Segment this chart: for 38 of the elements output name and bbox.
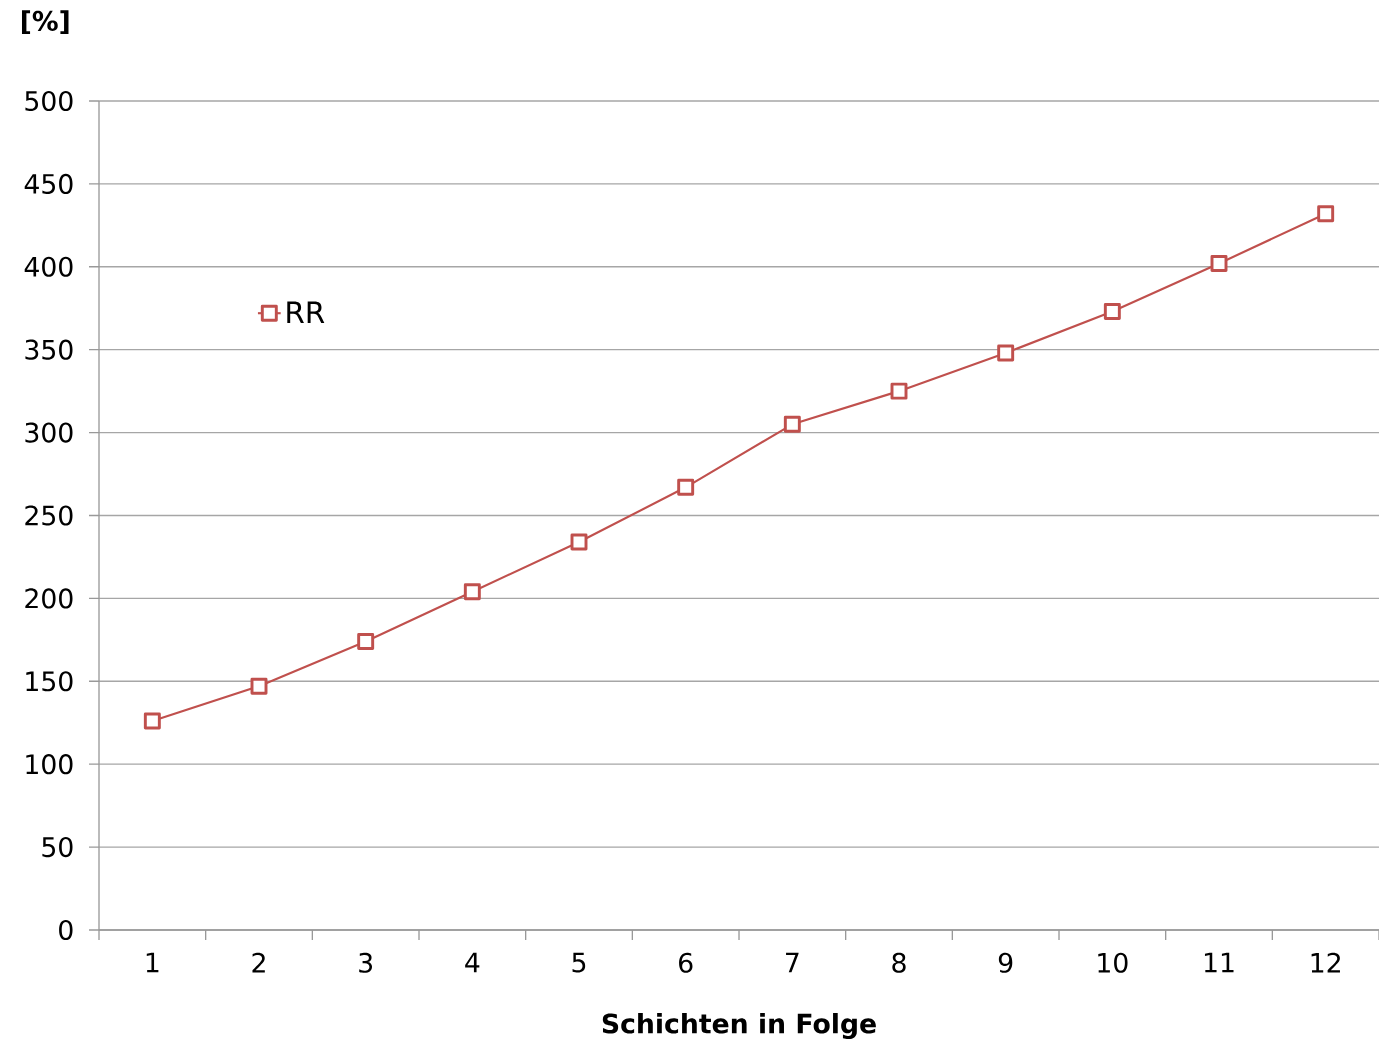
x-tick-label: 12 bbox=[1311, 952, 1340, 973]
point bbox=[1210, 255, 1228, 272]
x-axis-title: Schichten in Folge bbox=[602, 1012, 876, 1039]
legend-label: RR bbox=[287, 301, 325, 323]
point bbox=[1103, 303, 1121, 321]
x-tick-label: 7 bbox=[786, 952, 799, 973]
y-tick-label: 200 bbox=[25, 588, 73, 609]
x-tick-label: 11 bbox=[1204, 952, 1234, 973]
x-tick-label: 3 bbox=[359, 952, 373, 973]
point bbox=[357, 633, 375, 650]
point bbox=[143, 712, 161, 730]
y-axis-title: [%] bbox=[21, 10, 69, 35]
y-tick-label: 250 bbox=[25, 505, 73, 526]
y-tick-label: 0 bbox=[59, 919, 73, 941]
y-tick-label: 350 bbox=[25, 339, 73, 360]
point bbox=[463, 583, 481, 601]
x-tick-label: 4 bbox=[465, 952, 480, 973]
y-tick-label: 500 bbox=[25, 90, 73, 112]
x-tick-label: 8 bbox=[892, 952, 906, 973]
y-tick-label: 300 bbox=[25, 422, 73, 443]
x-tick-label: 1 bbox=[146, 952, 159, 973]
y-tick-label: 150 bbox=[26, 671, 73, 692]
x-tick-label: 5 bbox=[572, 952, 586, 973]
y-tick-label: 450 bbox=[24, 173, 73, 194]
point bbox=[1317, 205, 1335, 223]
point bbox=[783, 415, 801, 433]
x-tick-label: 9 bbox=[998, 952, 1013, 973]
point bbox=[677, 478, 695, 496]
x-tick-label: 10 bbox=[1098, 952, 1128, 973]
y-tick-label: 400 bbox=[24, 256, 73, 277]
x-tick-label: 2 bbox=[252, 952, 265, 973]
y-tick-label: 50 bbox=[42, 837, 73, 858]
point bbox=[250, 677, 268, 695]
x-tick-label: 6 bbox=[679, 952, 693, 973]
point bbox=[570, 533, 588, 551]
y-tick-label: 100 bbox=[26, 754, 73, 775]
point bbox=[890, 382, 908, 400]
point bbox=[997, 344, 1015, 362]
